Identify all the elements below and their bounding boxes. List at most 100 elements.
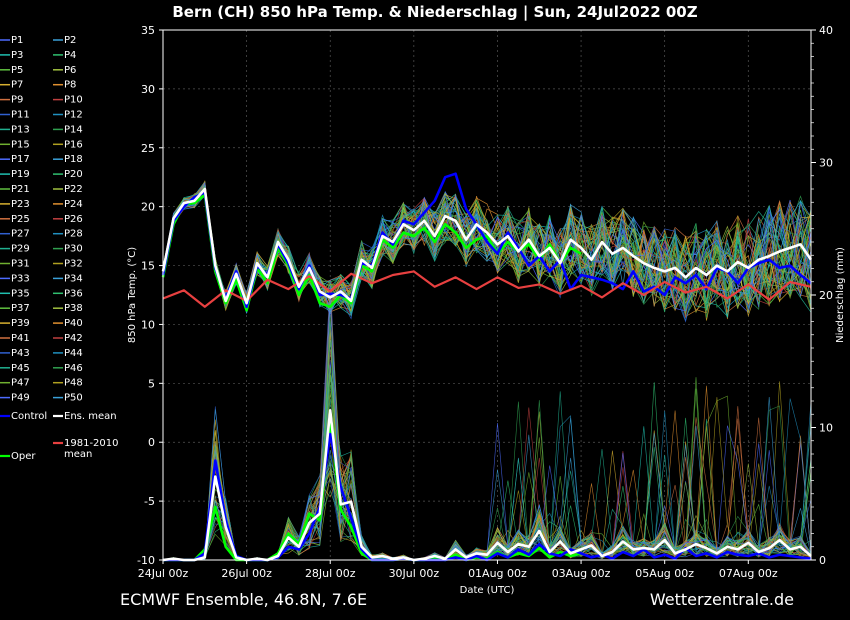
member-precip-line (162, 301, 812, 561)
legend-label: Control (11, 411, 47, 422)
legend-label: Oper (11, 451, 36, 462)
x-tick-label: 07Aug 00z (719, 567, 778, 580)
y-tick-label: 35 (141, 24, 155, 37)
y-axis-label: 850 hPa Temp. (°C) (127, 247, 138, 343)
member-precip-line (162, 376, 812, 561)
legend-label: P38 (64, 303, 83, 314)
legend-label: P28 (64, 229, 83, 240)
legend-label: P39 (11, 318, 30, 329)
y2-tick-label: 20 (819, 289, 833, 302)
chart-title: Bern (CH) 850 hPa Temp. & Niederschlag |… (172, 3, 697, 22)
legend-label: P44 (64, 348, 83, 359)
x-tick-label: 30Jul 00z (389, 567, 440, 580)
member-precip-line (162, 415, 812, 561)
member-precip-line (162, 406, 812, 561)
legend-label: P19 (11, 169, 30, 180)
legend-label: P13 (11, 124, 30, 135)
legend-label: 1981-2010 mean (64, 438, 119, 460)
legend-label: P32 (64, 259, 83, 270)
legend-label: P34 (64, 273, 83, 284)
legend-label: P50 (64, 393, 83, 404)
y-tick-label: 0 (148, 436, 155, 449)
grid (162, 29, 811, 561)
y2-tick-label: 30 (819, 157, 833, 170)
series-ens-mean (161, 187, 813, 305)
member-temp-line (162, 190, 812, 314)
legend: P1 P2 P3 P4 P5 P6 P7 P8 P9 P10 P11 P12 P13 P14 P15 P16 P… (0, 35, 119, 462)
legend-label: P2 (64, 35, 76, 46)
precip-ens-mean (162, 409, 812, 562)
legend-label: P25 (11, 214, 30, 225)
member-precip-line (162, 432, 812, 561)
member-precip-line (162, 430, 812, 561)
legend-label: P5 (11, 65, 23, 76)
y-tick-label: 10 (141, 318, 155, 331)
legend-label: P47 (11, 378, 30, 389)
footer-source: ECMWF Ensemble, 46.8N, 7.6E (120, 590, 368, 609)
legend-label: P1 (11, 35, 23, 46)
member-precip-line (162, 407, 812, 561)
member-precip-line (162, 374, 812, 561)
member-precip-line (162, 398, 812, 561)
y2-tick-label: 10 (819, 422, 833, 435)
member-precip-line (162, 385, 812, 561)
x-tick-label: 24Jul 00z (138, 567, 189, 580)
legend-label: P30 (64, 244, 83, 255)
member-precip-line (162, 377, 812, 561)
legend-label: P24 (64, 199, 83, 210)
legend-label: P15 (11, 139, 30, 150)
y-tick-label: -5 (144, 495, 155, 508)
plot-frame (162, 29, 812, 561)
y2-axis-label: Niederschlag (mm) (835, 247, 846, 343)
y-tick-label: 25 (141, 142, 155, 155)
legend-label: P12 (64, 110, 83, 121)
member-precip-line (162, 295, 812, 561)
legend-label: P48 (64, 378, 83, 389)
series-1981-2010-mean (162, 270, 812, 308)
y-tick-label: 30 (141, 83, 155, 96)
legend-label: P11 (11, 110, 30, 121)
x-tick-label: 03Aug 00z (552, 567, 611, 580)
legend-label: P3 (11, 50, 23, 61)
x-tick-label: 01Aug 00z (468, 567, 527, 580)
main-series (161, 172, 813, 562)
member-precip-line (162, 292, 812, 561)
series-oper (161, 193, 582, 312)
legend-label: P18 (64, 154, 83, 165)
footer-site: Wetterzentrale.de (649, 590, 794, 609)
y-tick-label: -10 (137, 554, 155, 567)
legend-label: P49 (11, 393, 30, 404)
legend-label: P14 (64, 124, 83, 135)
legend-label: Ens. mean (64, 411, 117, 422)
legend-label: P35 (11, 288, 30, 299)
legend-label: P8 (64, 80, 76, 91)
legend-label: P6 (64, 65, 76, 76)
member-precip-line (162, 385, 812, 561)
member-precip-line (162, 392, 812, 561)
x-axis-label: Date (UTC) (460, 585, 515, 596)
legend-label: P41 (11, 333, 30, 344)
legend-label: P40 (64, 318, 83, 329)
legend-label: P22 (64, 184, 83, 195)
legend-label: P37 (11, 303, 30, 314)
x-tick-label: 05Aug 00z (635, 567, 694, 580)
y-tick-label: 5 (148, 377, 155, 390)
y2-tick-label: 0 (819, 554, 826, 567)
legend-label: P33 (11, 273, 30, 284)
member-precip-line (162, 339, 812, 561)
member-precip-line (162, 430, 812, 561)
legend-label: P43 (11, 348, 30, 359)
legend-label: P26 (64, 214, 83, 225)
axes: -10 -5 0 5 10 15 20 25 30 35 0 10 20 30 40 24Jul 00z 26J… (137, 24, 833, 580)
legend-label: P16 (64, 139, 83, 150)
legend-label: P29 (11, 244, 30, 255)
y2-tick-label: 40 (819, 24, 833, 37)
member-precip-line (162, 411, 812, 561)
y-tick-label: 15 (141, 260, 155, 273)
member-temp-line (162, 187, 812, 315)
legend-label: P42 (64, 333, 83, 344)
legend-label: P4 (64, 50, 76, 61)
legend-label: P27 (11, 229, 30, 240)
legend-label: P9 (11, 95, 23, 106)
